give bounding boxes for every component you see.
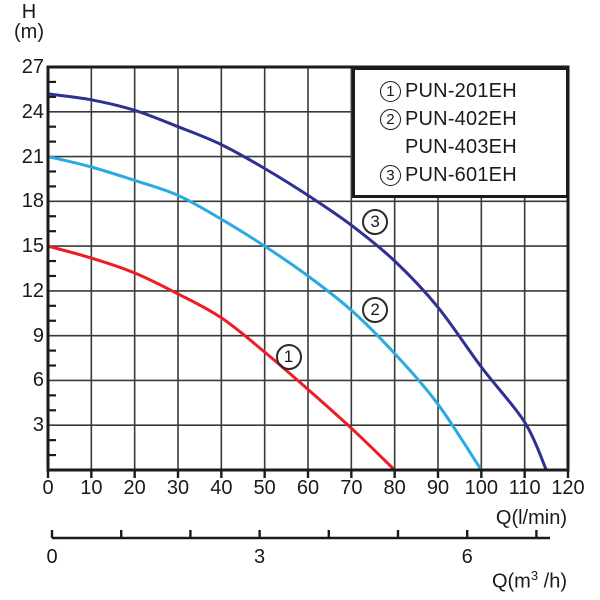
curve-pun-402eh-pun-403eh: [46, 155, 483, 472]
y-tick-label: 15: [21, 235, 44, 258]
legend-entry-label: PUN-403EH: [405, 135, 517, 158]
x-tick-label: 30: [166, 477, 190, 499]
legend-entry: 1 PUN-201EH: [380, 77, 566, 105]
legend-entry: 2 PUN-402EH: [380, 105, 566, 133]
circled-number-icon: 3: [380, 164, 401, 186]
legend-entry-label: PUN-201EH: [405, 79, 517, 102]
x2-tick-label: 6: [461, 546, 473, 568]
x-tick-label: 90: [426, 477, 450, 499]
x2-title-post: /h): [538, 570, 567, 593]
curve-number-3-icon: 3: [362, 209, 389, 236]
y-tick-label: 9: [32, 324, 44, 347]
x2-title-pre: Q(m: [491, 570, 531, 593]
plot-border: [46, 65, 570, 472]
x-tick-label: 60: [296, 477, 320, 499]
x-tick-label: 50: [253, 477, 276, 499]
y-tick-label: 24: [21, 100, 44, 123]
y-tick-label: 6: [32, 369, 44, 392]
y-tick-label: 3: [32, 414, 44, 437]
x-tick-label: 40: [210, 477, 233, 499]
x-tick-label: 100: [464, 477, 499, 499]
circled-number-icon: 1: [380, 80, 401, 102]
y-tick-label: 27: [21, 56, 44, 78]
x2-title-sup: 3: [530, 568, 539, 583]
x-tick-label: 70: [340, 477, 363, 499]
legend-entry: 3 PUN-601EH: [380, 161, 566, 189]
legend-entry-label: PUN-601EH: [405, 163, 517, 186]
curve-pun-601eh: [46, 92, 548, 472]
x-tick-label: 0: [42, 477, 54, 499]
x2-axis-title: Q(m3 /h): [492, 568, 567, 594]
x-tick-label: 10: [80, 477, 103, 499]
curve-number-2-icon: 2: [362, 297, 389, 324]
y-axis-title: H (m): [4, 2, 54, 42]
y-tick-label: 18: [21, 190, 44, 213]
y-tick-label: 21: [21, 145, 44, 168]
curve-pun-201eh: [46, 244, 397, 472]
x-axis-title: Q(l/min): [495, 507, 567, 529]
x2-tick-label: 0: [46, 546, 58, 568]
y-tick-label: 12: [21, 279, 44, 302]
x-tick-label: 110: [508, 477, 541, 499]
y-axis-title-symbol: H: [21, 1, 37, 23]
x2-tick-label: 3: [254, 546, 266, 568]
curve-number-1-icon: 1: [275, 343, 302, 370]
legend-entry-label: PUN-402EH: [405, 107, 517, 130]
x-tick-label: 80: [383, 477, 406, 499]
legend-entry: 0PUN-403EH: [380, 133, 566, 161]
y-axis-title-unit: (m): [14, 21, 44, 43]
x-tick-label: 120: [551, 477, 585, 499]
circled-number-icon: 2: [380, 108, 401, 130]
x-tick-label: 20: [123, 477, 146, 499]
